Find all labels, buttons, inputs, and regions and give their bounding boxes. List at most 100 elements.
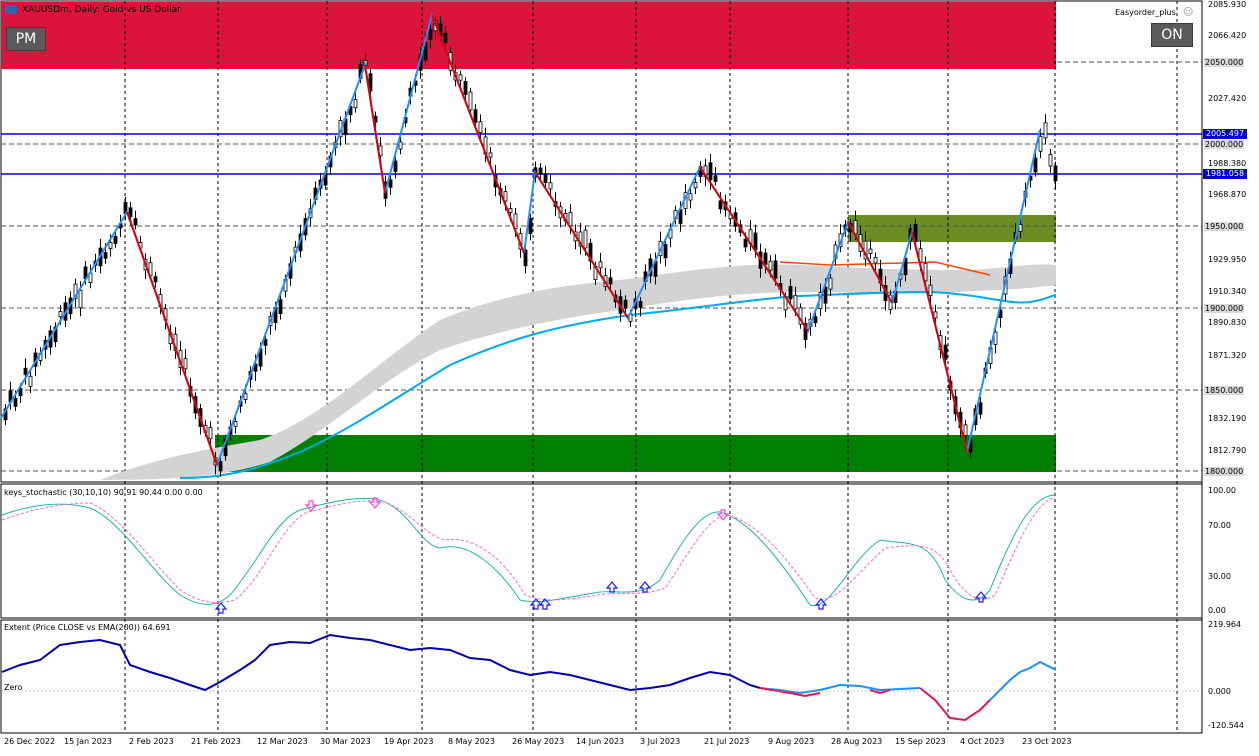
price-axis-label: 1871.320 bbox=[1208, 351, 1247, 360]
date-axis-label: 2 Feb 2023 bbox=[129, 737, 174, 746]
candle-body bbox=[708, 162, 713, 181]
candle-body bbox=[103, 252, 108, 259]
zigzag-down-segments bbox=[126, 14, 968, 466]
candle-body bbox=[463, 80, 468, 95]
candle-body bbox=[18, 387, 23, 397]
stochastic-sell-arrows bbox=[304, 497, 730, 521]
extent-line-red-c bbox=[919, 687, 991, 722]
candle-body bbox=[788, 286, 793, 300]
date-axis-label: 3 Jul 2023 bbox=[640, 737, 681, 746]
candle-body bbox=[1038, 135, 1043, 152]
ea-label: Easyorder_plus bbox=[1115, 8, 1176, 17]
candle-body bbox=[443, 32, 448, 43]
candle-body bbox=[598, 261, 603, 269]
candle-body bbox=[663, 243, 668, 259]
date-axis-label: 9 Aug 2023 bbox=[768, 737, 815, 746]
candle-body bbox=[1043, 122, 1048, 139]
candle-body bbox=[753, 232, 758, 251]
candle-body bbox=[1053, 165, 1058, 182]
grid-menu-icon[interactable] bbox=[5, 5, 17, 14]
price-axis-label: 1988.380 bbox=[1208, 159, 1247, 168]
price-tag-low-bg bbox=[1203, 169, 1247, 179]
date-axis-label: 21 Jul 2023 bbox=[704, 737, 750, 746]
extent-axis-top: 219.964 bbox=[1208, 620, 1242, 629]
stoch-axis-70: 70.00 bbox=[1208, 521, 1231, 530]
candle-body bbox=[713, 175, 718, 182]
candle-body bbox=[823, 286, 828, 304]
candle-body bbox=[263, 339, 268, 346]
date-axis-label: 15 Jan 2023 bbox=[64, 737, 112, 746]
candle-body bbox=[608, 277, 613, 285]
candle-body bbox=[523, 249, 528, 267]
candle-body bbox=[743, 238, 748, 248]
candle-body bbox=[128, 207, 133, 218]
olive-zone bbox=[848, 215, 1056, 242]
date-axis-label: 26 Dec 2022 bbox=[4, 737, 56, 746]
price-axis-label: 2027.420 bbox=[1208, 94, 1247, 103]
price-tag-high: 2005.497 bbox=[1205, 129, 1245, 138]
candle-body bbox=[218, 461, 223, 472]
candle-body bbox=[923, 262, 928, 282]
candle-body bbox=[1033, 157, 1038, 173]
candle-body bbox=[28, 375, 33, 387]
candle-body bbox=[13, 397, 18, 407]
smiley-icon[interactable]: ☺ bbox=[1183, 7, 1194, 18]
candle-body bbox=[183, 358, 188, 370]
date-axis-label: 30 Mar 2023 bbox=[320, 737, 371, 746]
price-axis-label: 1910.340 bbox=[1208, 287, 1247, 296]
candle-body bbox=[108, 242, 113, 250]
date-axis-label: 23 Oct 2023 bbox=[1022, 737, 1072, 746]
candle-body bbox=[943, 344, 948, 360]
candle-body bbox=[528, 218, 533, 234]
ema-overlay-line bbox=[779, 261, 991, 276]
candle-body bbox=[963, 424, 968, 436]
price-axis-label: 1832.190 bbox=[1208, 414, 1247, 423]
date-axis-label: 21 Feb 2023 bbox=[191, 737, 241, 746]
candle-body bbox=[473, 109, 478, 123]
candle-body bbox=[388, 179, 393, 188]
price-axis-label: 1812.790 bbox=[1208, 446, 1247, 455]
date-axis-label: 12 Mar 2023 bbox=[257, 737, 308, 746]
candle-body bbox=[468, 91, 473, 111]
date-axis-label: 28 Aug 2023 bbox=[831, 737, 883, 746]
candle-body bbox=[548, 182, 553, 190]
candle-body bbox=[458, 74, 463, 81]
candle-body bbox=[393, 160, 398, 172]
candle-body bbox=[478, 121, 483, 134]
symbol-title: XAUUSDm, Daily: Gold vs US Dollar bbox=[22, 5, 181, 15]
candle-body bbox=[243, 393, 248, 400]
candle-body bbox=[868, 248, 873, 254]
vertical-grid bbox=[124, 1, 1178, 733]
on-button[interactable]: ON bbox=[1151, 23, 1193, 47]
candle-body bbox=[73, 283, 78, 299]
candle-body bbox=[583, 229, 588, 249]
date-axis-label: 8 May 2023 bbox=[448, 737, 496, 746]
candle-body bbox=[428, 29, 433, 40]
extent-line-recent bbox=[989, 660, 1057, 701]
candle-body bbox=[928, 284, 933, 297]
price-axis-label: 1850.000 bbox=[1204, 386, 1245, 395]
candle-body bbox=[1018, 224, 1023, 232]
candle-body bbox=[913, 224, 918, 243]
candle-body bbox=[623, 299, 628, 309]
candle-body bbox=[768, 260, 773, 271]
candle-body bbox=[488, 152, 493, 158]
candle-body bbox=[568, 212, 573, 227]
candle-body bbox=[398, 141, 403, 150]
extent-line-dark bbox=[1, 633, 761, 692]
ema-band bbox=[100, 264, 1056, 480]
candle-body bbox=[543, 173, 548, 184]
candle-body bbox=[233, 421, 238, 427]
candle-body bbox=[993, 331, 998, 345]
candle-body bbox=[58, 311, 63, 318]
candle-body bbox=[578, 231, 583, 247]
pm-button[interactable]: PM bbox=[6, 27, 46, 51]
price-axis-label: 2085.930 bbox=[1208, 0, 1247, 9]
extent-label: Extent (Price CLOSE vs EMA(200)) 64.691 bbox=[4, 623, 171, 632]
stoch-axis-0: 0.00 bbox=[1208, 606, 1226, 615]
candle-body bbox=[78, 289, 83, 309]
stochastic-label: keys_stochastic (30,10,10) 90.91 90.44 0… bbox=[4, 488, 203, 497]
candle-body bbox=[208, 427, 213, 440]
